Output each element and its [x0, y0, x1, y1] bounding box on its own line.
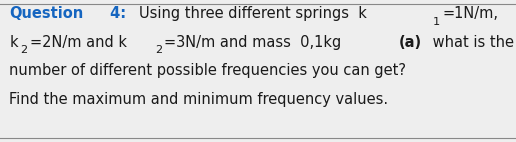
Text: Find the maximum and minimum frequency values.: Find the maximum and minimum frequency v… — [9, 92, 389, 107]
Text: =1N/m,: =1N/m, — [442, 6, 498, 21]
Text: Question: Question — [9, 6, 84, 21]
Text: (a): (a) — [399, 35, 422, 50]
Text: k: k — [9, 35, 18, 50]
Text: =3N/m and mass  0,1kg: =3N/m and mass 0,1kg — [164, 35, 346, 50]
Text: 2: 2 — [21, 45, 27, 55]
Text: Using three different springs  k: Using three different springs k — [139, 6, 367, 21]
Text: 1: 1 — [433, 17, 440, 27]
Text: number of different possible frequencies you can get?: number of different possible frequencies… — [9, 63, 411, 78]
Text: 2: 2 — [155, 45, 162, 55]
Text: =2N/m and k: =2N/m and k — [29, 35, 126, 50]
Text: what is the: what is the — [428, 35, 514, 50]
Text: 4:: 4: — [105, 6, 132, 21]
